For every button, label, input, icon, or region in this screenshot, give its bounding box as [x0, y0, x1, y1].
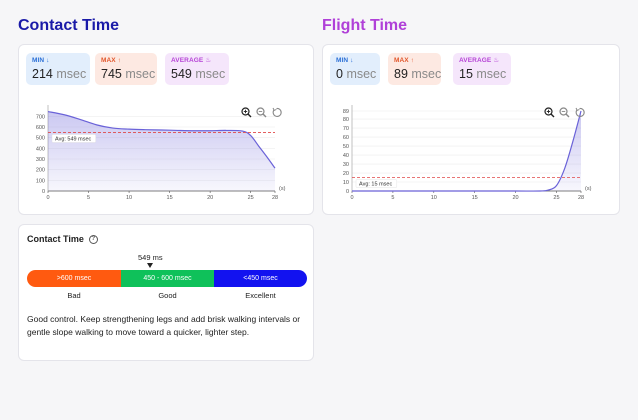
average-label: AVERAGE ♨ [171, 57, 212, 64]
series-area [352, 111, 581, 192]
x-tick-label: 10 [431, 195, 437, 201]
y-tick-label: 600 [36, 125, 45, 131]
rating-bar: >600 msec 450 - 600 msec <450 msec [27, 270, 307, 287]
min-unit: msec [346, 67, 377, 81]
segment-good: 450 - 600 msec [121, 270, 214, 287]
y-tick-label: 60 [343, 135, 349, 141]
min-label: MIN ↓ [336, 57, 354, 64]
reset-icon[interactable] [271, 105, 282, 117]
zoom-in-icon[interactable] [241, 105, 252, 118]
y-tick-label: 200 [36, 168, 45, 174]
x-unit-label: (s) [279, 186, 286, 192]
average-label-box [51, 134, 96, 143]
average-label: Avg: 15 msec [359, 182, 392, 188]
average-value: 549 [171, 67, 192, 81]
max-label: MAX ↑ [101, 57, 121, 64]
average-stat: AVERAGE ♨ 549 msec [165, 53, 229, 85]
contact-time-card: MIN ↓ 214 msec MAX ↑ 745 msec AVERAGE ♨ … [18, 44, 314, 215]
average-unit: msec [195, 67, 226, 81]
y-tick-label: 100 [36, 178, 45, 184]
contact-time-title: Contact Time [18, 17, 120, 34]
max-stat: MAX ↑ 89 msec [388, 53, 441, 85]
zoom-out-icon[interactable] [256, 105, 267, 118]
max-unit: msec [411, 67, 442, 81]
y-tick-label: 50 [343, 144, 349, 150]
y-tick-label: 0 [42, 189, 45, 195]
y-tick-label: 300 [36, 157, 45, 163]
max-label: MAX ↑ [394, 57, 414, 64]
chart-toolbar [241, 105, 282, 118]
y-tick-label: 400 [36, 146, 45, 152]
x-tick-label: 28 [578, 195, 584, 201]
marker-value: 549 ms [138, 253, 163, 262]
marker-arrow-icon [147, 263, 153, 268]
rating-title: Contact Time [27, 234, 84, 244]
max-stat: MAX ↑ 745 msec [95, 53, 157, 85]
x-tick-label: 20 [207, 195, 213, 201]
y-tick-label: 89 [343, 109, 349, 115]
min-value: 0 [336, 67, 343, 81]
average-value: 15 [459, 67, 473, 81]
contact-time-chart: 0 100 200 300 400 500 600 700 0 5 10 15 20 25 28(s) Avg… [36, 105, 286, 201]
x-tick-label: 15 [472, 195, 478, 201]
min-label: MIN ↓ [32, 57, 50, 64]
x-unit-label: (s) [585, 186, 592, 192]
help-icon[interactable]: ? [88, 234, 98, 244]
series-area [48, 111, 275, 191]
average-label-box [355, 179, 397, 188]
max-value: 89 [394, 67, 408, 81]
x-tick-label: 5 [87, 195, 90, 201]
reset-icon[interactable] [574, 105, 585, 117]
series-line [352, 110, 582, 192]
average-stat: AVERAGE ♨ 15 msec [453, 53, 511, 85]
max-value: 745 [101, 67, 122, 81]
y-tick-label: 10 [343, 180, 349, 186]
x-tick-label: 15 [167, 195, 173, 201]
rating-description: Good control. Keep strengthening legs an… [27, 314, 301, 337]
x-tick-label: 0 [350, 195, 353, 201]
x-tick-label: 5 [391, 195, 394, 201]
y-tick-label: 80 [343, 117, 349, 123]
y-tick-label: 30 [343, 162, 349, 168]
chart-toolbar [544, 105, 585, 118]
y-tick-label: 0 [346, 189, 349, 195]
min-unit: msec [56, 67, 87, 81]
x-tick-label: 20 [513, 195, 519, 201]
zoom-out-icon[interactable] [559, 105, 570, 118]
min-value: 214 [32, 67, 53, 81]
x-tick-label: 0 [46, 195, 49, 201]
y-tick-label: 700 [36, 114, 45, 120]
x-tick-label: 25 [248, 195, 254, 201]
x-tick-label: 10 [126, 195, 132, 201]
contact-time-rating-card: Contact Time ? 549 ms >600 msec 450 - 60… [18, 224, 314, 361]
zoom-in-icon[interactable] [544, 105, 555, 118]
x-tick-label: 25 [553, 195, 559, 201]
label-bad: Bad [67, 291, 81, 300]
min-stat: MIN ↓ 0 msec [330, 53, 380, 85]
max-unit: msec [125, 67, 156, 81]
x-tick-label: 28 [272, 195, 278, 201]
label-good: Good [158, 291, 177, 300]
segment-bad: >600 msec [27, 270, 121, 287]
min-stat: MIN ↓ 214 msec [26, 53, 90, 85]
y-tick-label: 40 [343, 153, 349, 159]
flight-time-chart: 0 10 20 30 40 50 60 70 80 89 0 5 10 15 20 25 28(s) Avg: 1… [343, 105, 592, 201]
average-label: AVERAGE ♨ [459, 57, 500, 64]
flight-time-card: MIN ↓ 0 msec MAX ↑ 89 msec AVERAGE ♨ 15 … [322, 44, 620, 215]
flight-time-title: Flight Time [322, 17, 408, 34]
segment-excellent: <450 msec [214, 270, 307, 287]
label-excellent: Excellent [245, 291, 276, 300]
y-tick-label: 500 [36, 136, 45, 142]
average-unit: msec [476, 67, 507, 81]
y-tick-label: 20 [343, 171, 349, 177]
average-label: Avg: 549 msec [55, 136, 92, 142]
series-line [47, 110, 276, 169]
y-tick-label: 70 [343, 126, 349, 132]
